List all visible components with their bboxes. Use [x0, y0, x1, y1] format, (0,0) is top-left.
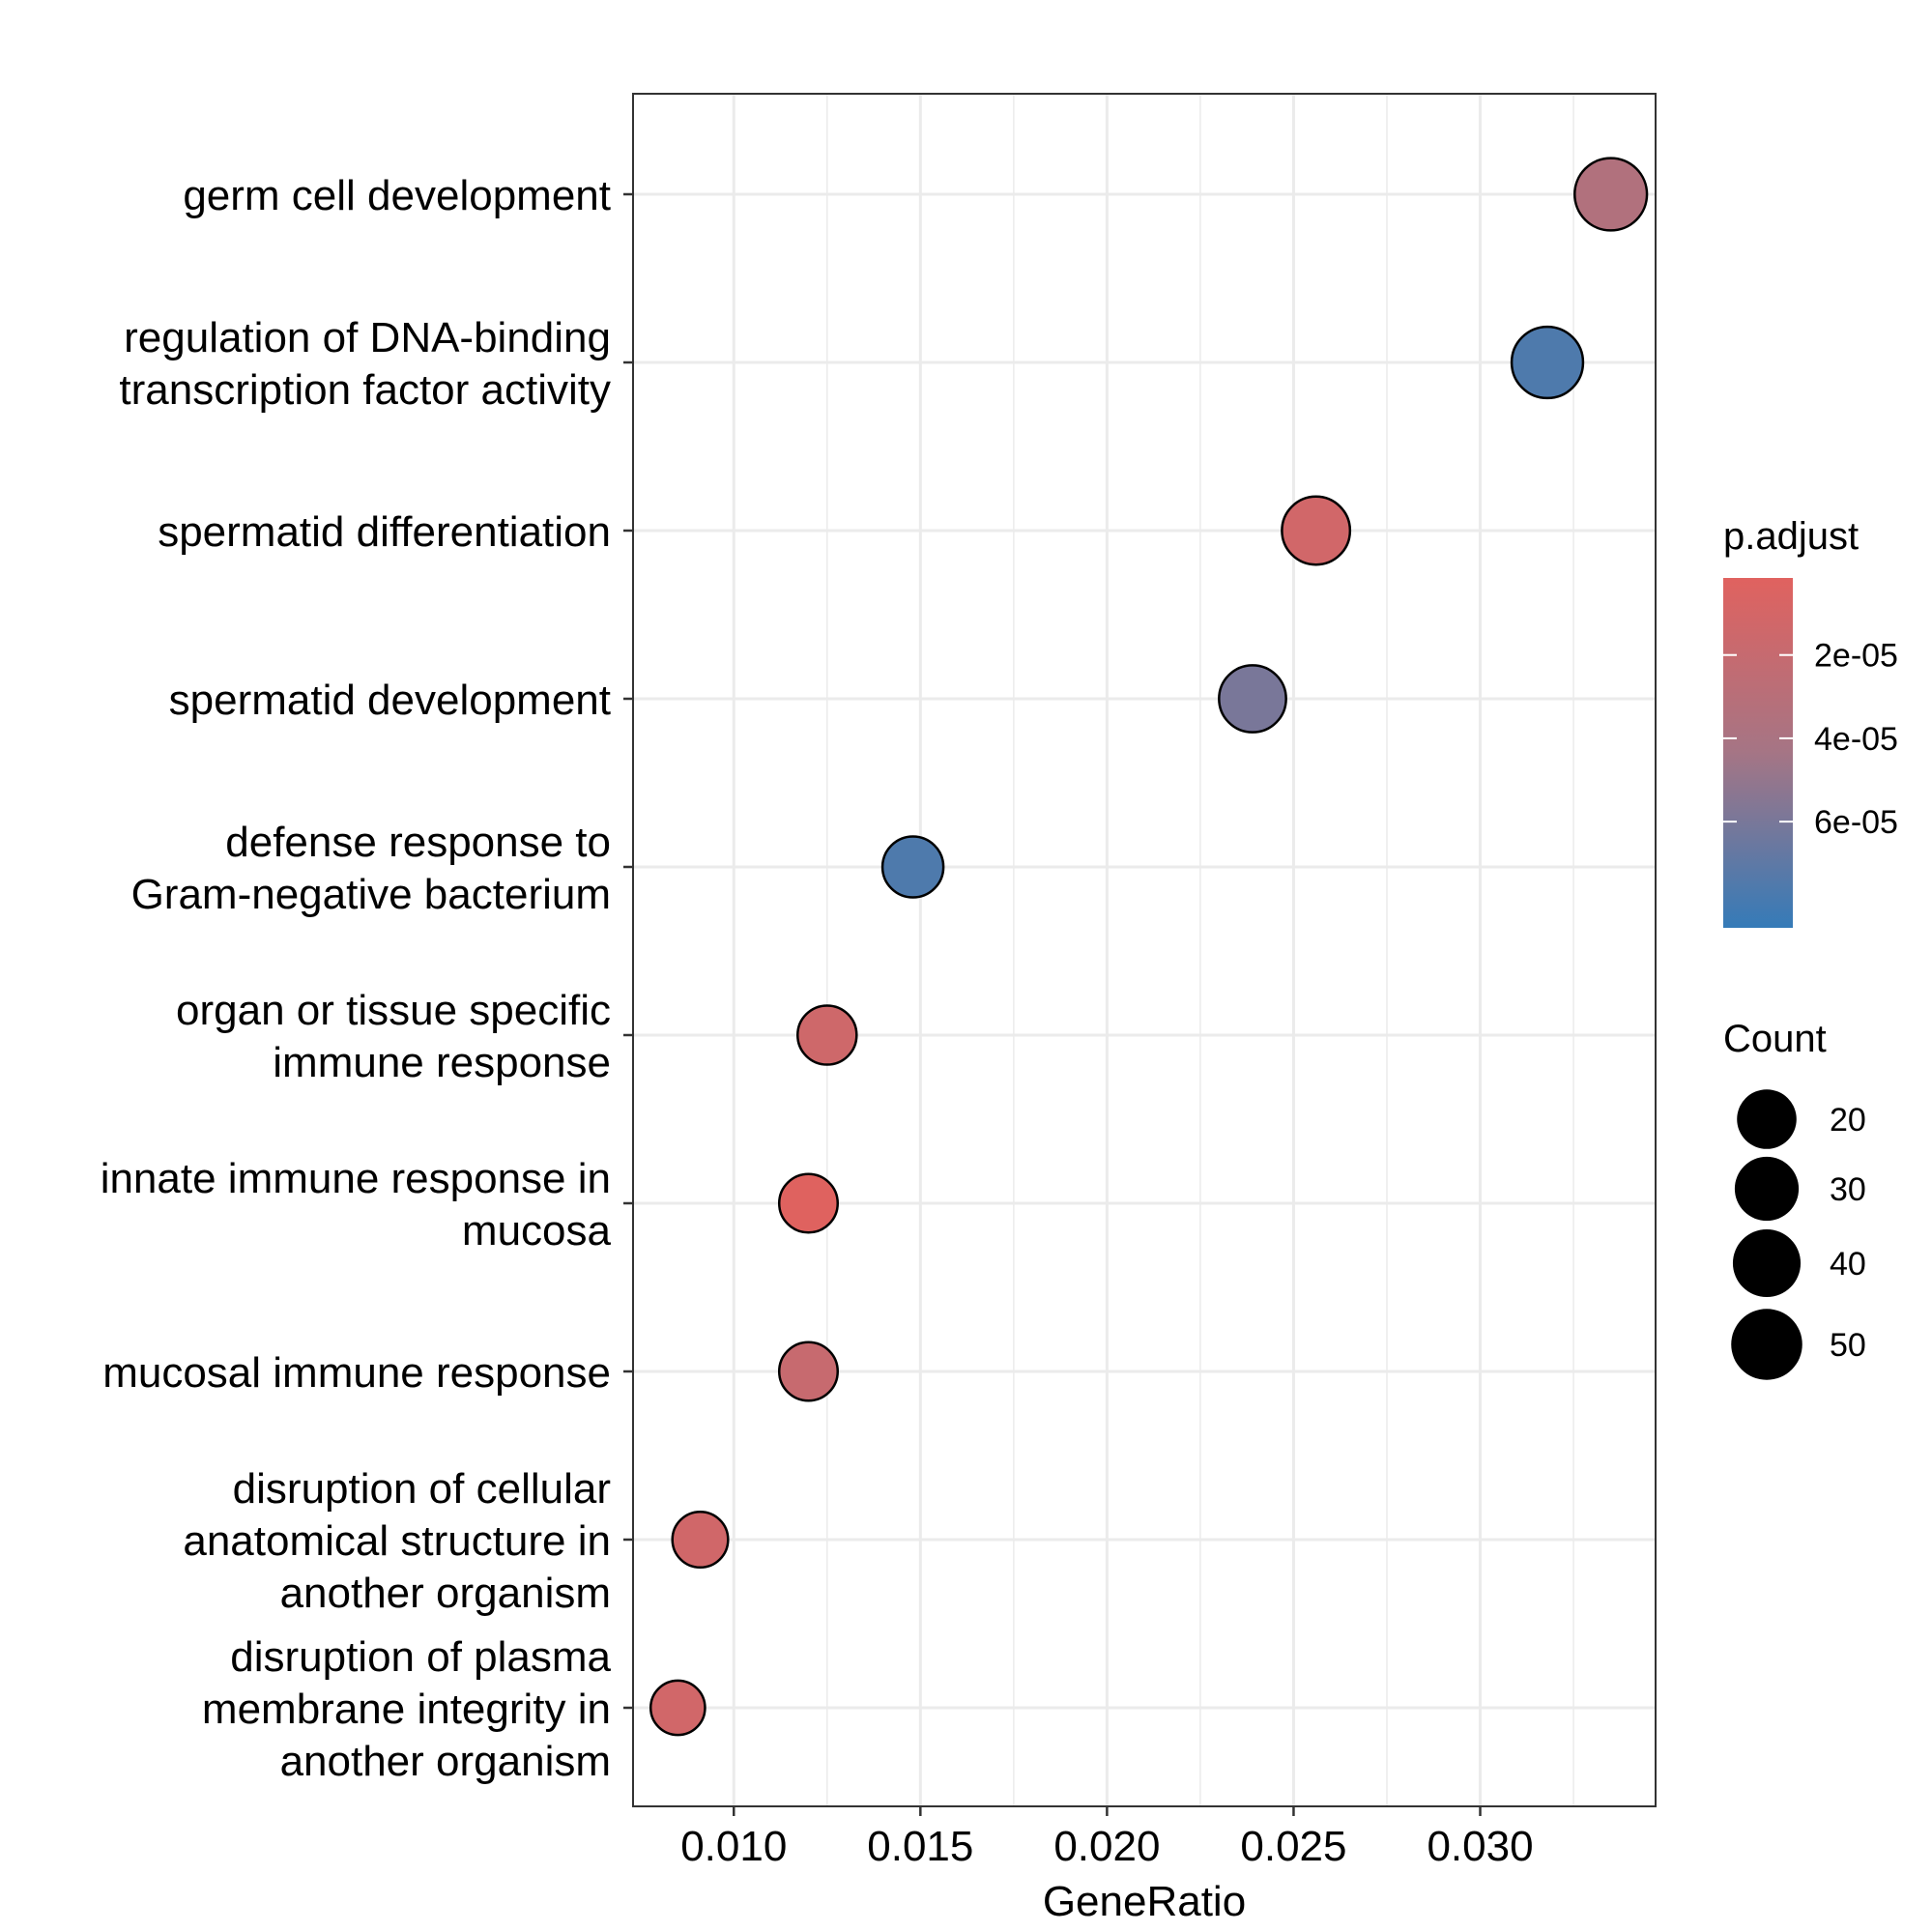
- panel-grid: [633, 94, 1656, 1806]
- y-tick-label: Gram-negative bacterium: [131, 871, 611, 918]
- data-point: [671, 1510, 730, 1570]
- y-tick-label: membrane integrity in: [202, 1686, 611, 1733]
- x-axis: 0.010 0.015 0.020 0.025 0.030: [680, 1806, 1534, 1870]
- y-tick-label: immune response: [273, 1039, 611, 1086]
- color-legend-bar: [1723, 578, 1793, 928]
- data-point: [1281, 495, 1352, 566]
- data-point: [1573, 157, 1649, 232]
- x-axis-title: GeneRatio: [1043, 1878, 1246, 1925]
- size-legend-label: 20: [1830, 1102, 1866, 1139]
- x-tick-label: 0.015: [867, 1823, 973, 1870]
- y-tick-label: defense response to: [225, 819, 611, 866]
- size-legend: Count 20 30 40 50: [1723, 1018, 1866, 1380]
- data-point: [649, 1679, 706, 1737]
- color-legend: p.adjust 2e-05 4e-05 6e-05: [1723, 515, 1898, 928]
- y-tick-label: innate immune response in: [101, 1155, 611, 1202]
- data-point: [880, 835, 945, 899]
- color-legend-title: p.adjust: [1723, 515, 1859, 558]
- y-tick-label: spermatid development: [169, 677, 611, 724]
- size-legend-label: 40: [1830, 1246, 1866, 1283]
- panel-border: [632, 93, 1657, 1807]
- y-tick-label: transcription factor activity: [119, 366, 611, 414]
- size-legend-key: [1734, 1156, 1800, 1222]
- size-legend-label: 50: [1830, 1327, 1866, 1364]
- y-tick-label: spermatid differentiation: [158, 508, 611, 556]
- size-legend-key: [1732, 1228, 1802, 1298]
- x-tick-label: 0.020: [1053, 1823, 1160, 1870]
- x-tick-label: 0.010: [680, 1823, 787, 1870]
- y-axis: germ cell development regulation of DNA-b…: [101, 172, 633, 1785]
- data-point: [777, 1172, 839, 1234]
- size-legend-keys: 20 30 40 50: [1731, 1089, 1866, 1380]
- points-layer: [649, 157, 1649, 1737]
- size-legend-title: Count: [1723, 1018, 1827, 1060]
- x-tick-label: 0.025: [1240, 1823, 1346, 1870]
- color-legend-label: 6e-05: [1814, 804, 1898, 841]
- size-legend-label: 30: [1830, 1171, 1866, 1208]
- y-tick-label: another organism: [280, 1738, 611, 1785]
- data-point: [796, 1004, 858, 1066]
- data-point: [1510, 325, 1585, 400]
- y-tick-label: another organism: [280, 1570, 611, 1617]
- y-tick-label: disruption of cellular: [233, 1465, 611, 1513]
- y-tick-label: disruption of plasma: [230, 1633, 611, 1681]
- color-legend-label: 2e-05: [1814, 638, 1898, 675]
- y-tick-label: germ cell development: [183, 172, 611, 219]
- x-tick-label: 0.030: [1427, 1823, 1533, 1870]
- y-tick-label: regulation of DNA-binding: [124, 314, 611, 361]
- y-tick-label: anatomical structure in: [183, 1517, 611, 1565]
- y-tick-label: mucosa: [462, 1207, 612, 1254]
- size-legend-key: [1731, 1309, 1802, 1380]
- color-legend-ticks: 2e-05 4e-05 6e-05: [1723, 638, 1898, 841]
- panel-background: [633, 94, 1656, 1806]
- y-tick-label: mucosal immune response: [102, 1349, 611, 1397]
- y-tick-label: organ or tissue specific: [176, 987, 611, 1034]
- size-legend-key: [1737, 1089, 1797, 1149]
- data-point: [1218, 664, 1287, 734]
- color-legend-label: 4e-05: [1814, 721, 1898, 758]
- data-point: [777, 1341, 839, 1402]
